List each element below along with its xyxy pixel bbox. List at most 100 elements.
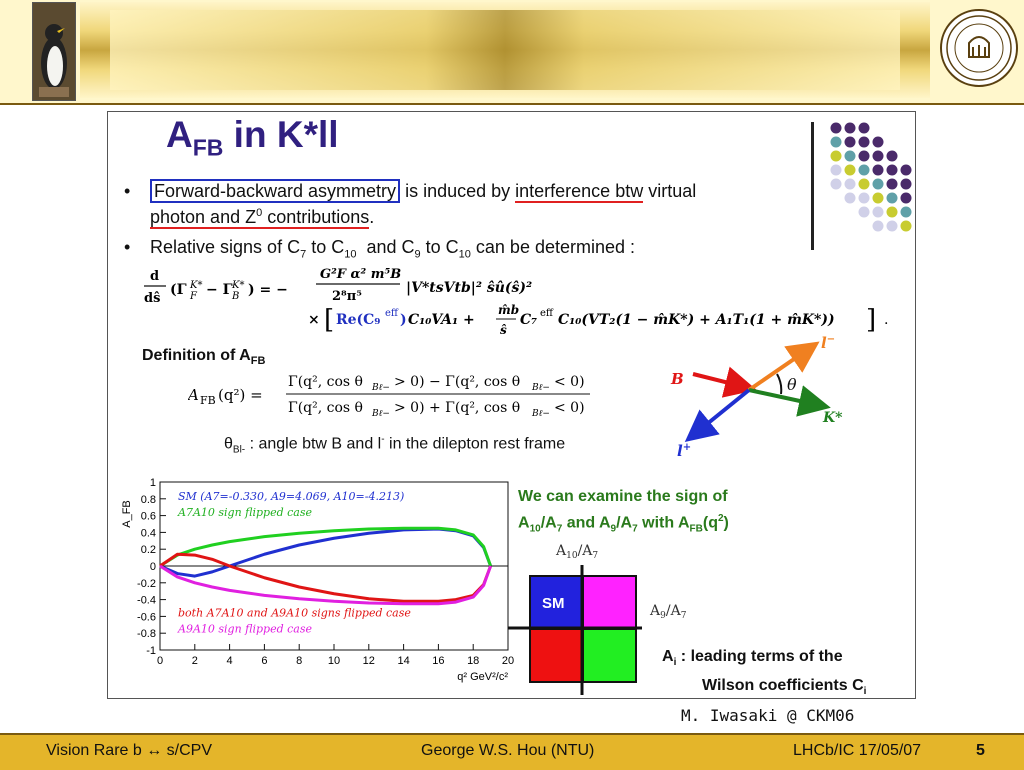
legend-label: SM (A7=-0.330, A9=4.069, A10=-4.213) xyxy=(178,490,404,503)
bullet-dot: • xyxy=(124,237,131,257)
svg-text:Γ(q², cos θ: Γ(q², cos θ xyxy=(288,374,363,390)
svg-text:− Γ: − Γ xyxy=(206,282,233,298)
decorative-dot xyxy=(858,192,870,204)
decorative-dot xyxy=(886,206,898,218)
label-b: B xyxy=(670,370,684,388)
decay-rate-formula: d dŝ (Γ K* F − Γ K* B ) = − G²F α² m⁵B 2… xyxy=(144,262,864,346)
decorative-dot xyxy=(858,178,870,190)
label-l-minus: l− xyxy=(821,334,835,352)
decorative-dot xyxy=(844,192,856,204)
quad-sm-label: SM xyxy=(542,595,565,612)
svg-text:eff: eff xyxy=(540,308,554,319)
l-plus-arrow xyxy=(684,388,751,443)
bullet-2: • Relative signs of C7 to C10 and C9 to … xyxy=(124,237,636,261)
decorative-dot xyxy=(872,206,884,218)
label-k-star: K* xyxy=(822,410,843,426)
decorative-dot xyxy=(900,178,912,190)
y-tick-label: -0.2 xyxy=(137,578,156,590)
ai-note: Ai : leading terms of the Wilson coeffic… xyxy=(662,648,867,698)
legend-label: both A7A10 and A9A10 signs flipped case xyxy=(178,606,411,619)
interference-formula: × [ Re(C₉ eff ) C₁₀VA₁ + m̂b ŝ C₇ eff C₁… xyxy=(308,300,898,344)
legend-label: A7A10 sign flipped case xyxy=(177,506,313,519)
svg-text:ŝ: ŝ xyxy=(500,323,507,337)
slide-title: AFB in K*ll xyxy=(166,114,339,161)
footer-left: Vision Rare b ↔ s/CPV xyxy=(46,742,212,759)
quad-x-label: A9/A7 xyxy=(649,603,687,621)
y-tick-label: 0 xyxy=(150,561,156,573)
boxed-term: Forward-backward asymmetry xyxy=(150,179,401,203)
decorative-dot xyxy=(872,220,884,232)
svg-text:eff: eff xyxy=(385,308,399,319)
decorative-dot xyxy=(900,206,912,218)
svg-text:|V*tsVtb|² ŝû(ŝ)²: |V*tsVtb|² ŝû(ŝ)² xyxy=(406,280,532,296)
decorative-dot xyxy=(886,178,898,190)
decorative-dot xyxy=(872,164,884,176)
svg-text:Bℓ−: Bℓ− xyxy=(371,383,390,393)
decorative-dot xyxy=(858,150,870,162)
x-tick-label: 12 xyxy=(363,655,375,667)
decay-angle-diagram: B l− K* l+ θ xyxy=(670,334,843,460)
svg-text:) = −: ) = − xyxy=(248,282,288,298)
svg-text:C₇: C₇ xyxy=(520,312,537,328)
definition-heading: Definition of AFB xyxy=(142,347,266,368)
decorative-dot xyxy=(844,178,856,190)
y-tick-label: 0.6 xyxy=(141,511,156,523)
b-meson-arrow xyxy=(692,366,757,398)
x-tick-label: 10 xyxy=(328,655,340,667)
svg-text:A: A xyxy=(188,386,199,404)
decorative-dot xyxy=(872,178,884,190)
decorative-dot xyxy=(858,206,870,218)
decorative-dot xyxy=(844,136,856,148)
slide-header xyxy=(0,0,1024,105)
decorative-dot xyxy=(858,122,870,134)
label-theta: θ xyxy=(787,375,797,394)
y-tick-label: -0.4 xyxy=(137,595,156,607)
svg-text:.: . xyxy=(884,312,888,328)
y-tick-label: -0.8 xyxy=(137,628,156,640)
svg-text:[: [ xyxy=(324,305,334,335)
decorative-dot xyxy=(900,220,912,232)
quad-magenta xyxy=(582,575,637,630)
x-tick-label: 6 xyxy=(261,655,267,667)
decorative-dot xyxy=(830,164,842,176)
label-l-plus: l+ xyxy=(677,442,691,460)
decorative-dot xyxy=(830,178,842,190)
svg-text:K*: K* xyxy=(189,280,202,291)
y-tick-label: -1 xyxy=(146,645,156,657)
afb-definition-formula: A FB (q²) = Γ(q², cos θ Bℓ− > 0) − Γ(q²,… xyxy=(186,366,658,426)
x-tick-label: 2 xyxy=(192,655,198,667)
svg-text:Bℓ−: Bℓ− xyxy=(531,409,550,419)
svg-text:G²F α² m⁵B: G²F α² m⁵B xyxy=(320,267,401,282)
series-line-3 xyxy=(159,564,493,606)
svg-text:Bℓ−: Bℓ− xyxy=(371,409,390,419)
series-line-2 xyxy=(159,552,493,603)
x-tick-label: 14 xyxy=(397,655,409,667)
decorative-dot xyxy=(886,220,898,232)
svg-text:< 0): < 0) xyxy=(554,400,585,416)
title-divider xyxy=(811,122,814,250)
svg-text:m̂b: m̂b xyxy=(498,303,519,317)
svg-text:C₁₀VA₁ +: C₁₀VA₁ + xyxy=(408,312,475,328)
svg-text:C₁₀(VT₂(1 − m̂K*) + A₁T₁(1 + m: C₁₀(VT₂(1 − m̂K*) + A₁T₁(1 + m̂K*)) xyxy=(558,312,835,328)
header-gold-gradient xyxy=(110,10,900,90)
y-tick-label: 0.4 xyxy=(141,527,156,539)
decorative-dot xyxy=(900,164,912,176)
svg-text:(Γ: (Γ xyxy=(170,282,187,298)
decorative-dot xyxy=(858,164,870,176)
underlined-term: interference btw xyxy=(515,181,644,203)
svg-text:B: B xyxy=(231,291,239,302)
afb-chart: 10.80.60.40.20-0.2-0.4-0.6-0.8-10 2 4 6 8 10 1… xyxy=(121,477,514,683)
slide-body: AFB in K*ll • Forward-backward asymmetry… xyxy=(107,111,916,699)
svg-text:(q²) =: (q²) = xyxy=(218,386,263,404)
x-tick-label: 18 xyxy=(467,655,479,667)
svg-text:FB: FB xyxy=(200,394,216,407)
decorative-dot xyxy=(830,122,842,134)
quad-red xyxy=(529,628,584,683)
quad-y-label: A10/A7 xyxy=(555,543,598,561)
svg-text:F: F xyxy=(189,291,198,302)
x-tick-label: 20 xyxy=(502,655,514,667)
y-tick-label: 0.8 xyxy=(141,494,156,506)
svg-text:]: ] xyxy=(866,305,876,335)
series-line-1 xyxy=(159,526,493,568)
author-credit: M. Iwasaki @ CKM06 xyxy=(681,706,855,725)
